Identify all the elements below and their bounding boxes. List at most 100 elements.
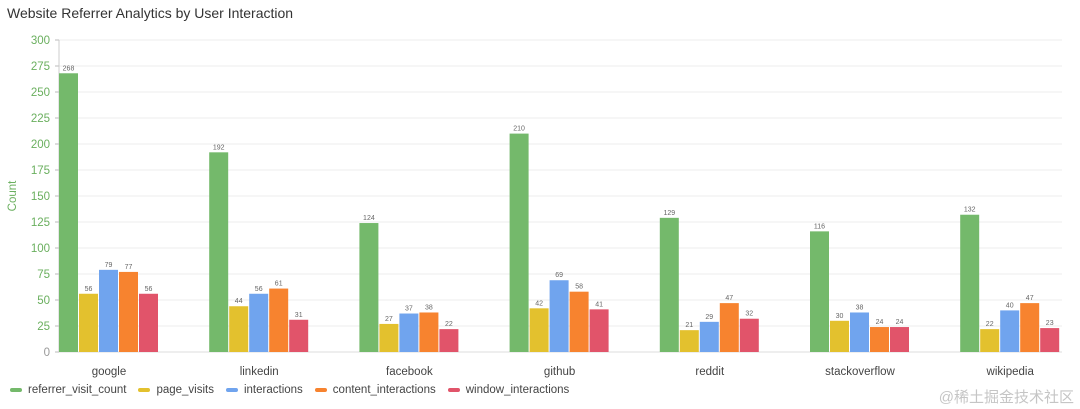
y-tick-label: 175 [31, 165, 50, 177]
bar-content_interactions-google[interactable] [119, 271, 138, 352]
bar-referrer_visit_count-facebook[interactable] [359, 223, 379, 352]
data-label: 47 [1026, 295, 1034, 302]
y-tick-label: 100 [31, 243, 50, 255]
y-tick-label: 25 [37, 321, 50, 333]
y-tick-label: 275 [31, 61, 50, 73]
bar-page_visits-reddit[interactable] [679, 330, 699, 352]
bar-chart: 0 25 50 75 100 125 150 175 200 225 250 275 300 Count 2… [7, 35, 1062, 378]
bar-window_interactions-facebook[interactable] [439, 329, 459, 352]
y-tick-label: 300 [31, 35, 50, 47]
bar-referrer_visit_count-google[interactable] [59, 73, 78, 352]
legend-item-window_interactions[interactable]: window_interactions [447, 384, 569, 396]
x-tick-label-github: github [544, 366, 575, 378]
data-label: 30 [836, 313, 844, 320]
bar-interactions-facebook[interactable] [399, 313, 419, 352]
x-tick-label-stackoverflow: stackoverflow [825, 366, 895, 378]
legend: referrer_visit_count page_visits interacti… [10, 384, 569, 396]
data-label: 58 [575, 284, 583, 291]
bar-referrer_visit_count-reddit[interactable] [659, 217, 679, 352]
data-label: 29 [705, 314, 713, 321]
legend-item-content_interactions[interactable]: content_interactions [314, 384, 436, 396]
legend-swatch [138, 388, 151, 392]
legend-label: referrer_visit_count [28, 384, 127, 396]
legend-item-referrer_visit_count[interactable]: referrer_visit_count [10, 384, 126, 396]
bar-content_interactions-linkedin[interactable] [269, 288, 289, 352]
x-tick-label-facebook: facebook [386, 366, 433, 378]
x-tick-label-google: google [92, 366, 127, 378]
data-label: 41 [595, 301, 603, 308]
bar-interactions-linkedin[interactable] [249, 293, 269, 352]
data-label: 24 [876, 319, 884, 326]
y-tick-label: 50 [37, 295, 50, 307]
data-label: 56 [255, 286, 263, 293]
bar-window_interactions-linkedin[interactable] [289, 319, 309, 352]
bar-interactions-google[interactable] [99, 269, 118, 352]
legend-label: page_visits [156, 384, 214, 396]
data-label: 38 [856, 304, 864, 311]
data-label: 268 [63, 65, 75, 72]
bar-window_interactions-reddit[interactable] [739, 318, 759, 352]
bar-content_interactions-reddit[interactable] [719, 303, 739, 352]
watermark: @稀土掘金技术社区 [938, 389, 1074, 406]
legend-item-page_visits[interactable]: page_visits [138, 384, 214, 396]
bar-window_interactions-github[interactable] [589, 309, 609, 352]
bar-interactions-wikipedia[interactable] [1000, 310, 1020, 352]
data-label: 124 [363, 215, 375, 222]
data-label: 44 [235, 298, 243, 305]
bar-page_visits-wikipedia[interactable] [980, 329, 1000, 352]
bar-page_visits-linkedin[interactable] [229, 306, 249, 352]
bar-window_interactions-wikipedia[interactable] [1040, 328, 1060, 352]
chart-title: Website Referrer Analytics by User Inter… [7, 5, 294, 21]
y-axis-label: Count [7, 180, 19, 211]
bar-interactions-stackoverflow[interactable] [850, 312, 869, 352]
bar-referrer_visit_count-stackoverflow[interactable] [810, 231, 829, 352]
bar-content_interactions-stackoverflow[interactable] [870, 327, 889, 352]
data-label: 22 [445, 321, 453, 328]
bar-referrer_visit_count-github[interactable] [509, 133, 529, 352]
data-label: 69 [555, 272, 563, 279]
legend-swatch [314, 388, 327, 392]
data-label: 24 [896, 319, 904, 326]
legend-label: content_interactions [332, 384, 436, 396]
data-label: 32 [745, 311, 753, 318]
bar-interactions-github[interactable] [549, 280, 569, 352]
data-label: 210 [513, 126, 525, 133]
data-label: 37 [405, 306, 413, 313]
data-label: 129 [663, 210, 675, 217]
data-label: 38 [425, 304, 433, 311]
legend-item-interactions[interactable]: interactions [225, 384, 303, 396]
data-label: 56 [145, 286, 153, 293]
data-label: 42 [535, 300, 543, 307]
legend-swatch [447, 388, 460, 392]
data-label: 79 [105, 262, 113, 269]
bar-content_interactions-wikipedia[interactable] [1020, 303, 1040, 352]
bar-page_visits-stackoverflow[interactable] [830, 320, 849, 352]
y-tick-label: 75 [37, 269, 50, 281]
y-tick-label: 0 [44, 347, 50, 359]
bar-content_interactions-facebook[interactable] [419, 312, 439, 352]
legend-label: interactions [243, 384, 303, 396]
legend-swatch [10, 388, 22, 392]
bar-referrer_visit_count-wikipedia[interactable] [960, 214, 980, 352]
x-tick-label-wikipedia: wikipedia [986, 366, 1035, 378]
bar-page_visits-google[interactable] [79, 293, 98, 352]
data-label: 61 [275, 281, 283, 288]
data-label: 132 [964, 207, 976, 214]
y-tick-label: 225 [31, 113, 50, 125]
bar-page_visits-github[interactable] [529, 308, 549, 352]
y-tick-label: 250 [31, 87, 50, 99]
y-tick-label: 200 [31, 139, 50, 151]
legend-swatch [225, 388, 238, 392]
bar-interactions-reddit[interactable] [699, 321, 719, 352]
bar-content_interactions-github[interactable] [569, 291, 589, 352]
bar-window_interactions-stackoverflow[interactable] [890, 327, 909, 352]
bar-page_visits-facebook[interactable] [379, 323, 399, 352]
data-label: 77 [125, 264, 133, 271]
bar-referrer_visit_count-linkedin[interactable] [209, 152, 229, 352]
data-label: 21 [685, 322, 693, 329]
data-label: 47 [725, 295, 733, 302]
bar-window_interactions-google[interactable] [139, 293, 158, 352]
x-tick-label-linkedin: linkedin [240, 366, 279, 378]
x-tick-label-reddit: reddit [695, 366, 725, 378]
data-label: 40 [1006, 302, 1014, 309]
